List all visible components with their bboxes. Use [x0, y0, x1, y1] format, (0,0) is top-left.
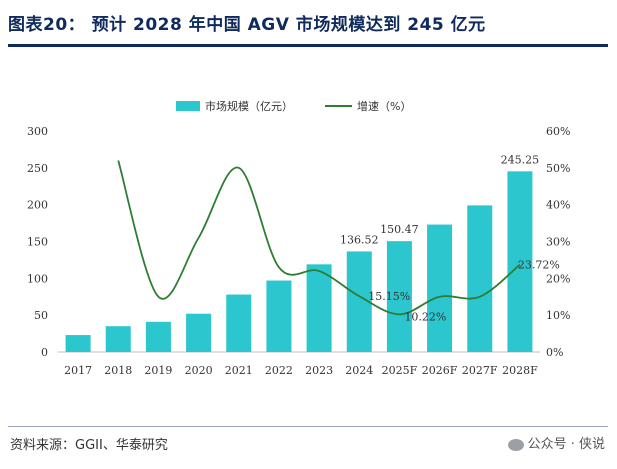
left-tick-label: 250: [27, 162, 48, 175]
right-tick-label: 0%: [546, 346, 563, 359]
source-note: 资料来源：GGII、华泰研究: [10, 438, 168, 453]
legend-bar-swatch: [176, 101, 200, 111]
x-tick-label: 2026F: [422, 364, 458, 377]
line-data-label: 15.15%: [368, 290, 410, 303]
bar-data-label: 136.52: [340, 233, 379, 246]
left-tick-label: 150: [27, 236, 48, 249]
watermark-text: 公众号 · 侠说: [527, 437, 605, 452]
right-tick-label: 50%: [546, 162, 570, 175]
legend: 市场规模（亿元） 增速（%）: [176, 99, 411, 113]
left-tick-label: 100: [27, 272, 48, 285]
bar: [306, 264, 332, 352]
legend-bar-label: 市场规模（亿元）: [205, 99, 293, 113]
x-tick-label: 2023: [305, 364, 333, 377]
x-tick-label: 2021: [225, 364, 253, 377]
bar: [145, 321, 171, 352]
line-data-labels: 15.15% 10.22% 23.72%: [368, 259, 560, 324]
x-tick-label: 2024: [345, 364, 373, 377]
wechat-icon: [507, 438, 524, 451]
right-tick-label: 10%: [546, 309, 570, 322]
bar: [186, 313, 212, 352]
bar: [507, 171, 533, 352]
right-tick-label: 40%: [546, 199, 570, 212]
line-data-label: 10.22%: [404, 310, 446, 323]
bar: [105, 326, 131, 352]
x-tick-label: 2028F: [502, 364, 538, 377]
growth-line: [117, 160, 521, 316]
bar: [65, 335, 91, 352]
x-tick-label: 2017: [64, 364, 92, 377]
left-axis: 0 50 100 150 200 250 300: [27, 125, 48, 359]
bar: [427, 224, 453, 352]
bar: [226, 294, 252, 352]
x-axis: 2017 2018 2019 2020 2021 2022 2023 2024 2025F 202…: [64, 364, 538, 377]
right-tick-label: 20%: [546, 272, 570, 285]
bar: [467, 205, 493, 352]
line-data-label: 23.72%: [518, 259, 560, 272]
source-divider: [8, 426, 608, 427]
watermark: 公众号 · 侠说: [507, 433, 605, 452]
bar-series: [65, 171, 533, 352]
x-tick-label: 2018: [104, 364, 132, 377]
x-tick-label: 2020: [185, 364, 213, 377]
right-tick-label: 30%: [546, 236, 570, 249]
right-tick-label: 60%: [546, 125, 570, 138]
x-tick-label: 2022: [265, 364, 293, 377]
title-divider: [8, 44, 608, 47]
bar-data-label: 245.25: [501, 153, 540, 166]
left-tick-label: 300: [27, 125, 48, 138]
left-tick-label: 200: [27, 199, 48, 212]
left-tick-label: 0: [41, 346, 48, 359]
x-tick-label: 2027F: [462, 364, 498, 377]
x-tick-label: 2025F: [382, 364, 418, 377]
right-axis: 0% 10% 20% 30% 40% 50% 60%: [546, 125, 570, 359]
bar-data-label: 150.47: [380, 223, 419, 236]
left-tick-label: 50: [34, 309, 48, 322]
bar: [386, 241, 412, 352]
legend-line-label: 增速（%）: [357, 99, 411, 113]
bar: [266, 280, 292, 352]
x-tick-label: 2019: [144, 364, 172, 377]
chart-title: 图表20： 预计 2028 年中国 AGV 市场规模达到 245 亿元: [8, 15, 486, 35]
